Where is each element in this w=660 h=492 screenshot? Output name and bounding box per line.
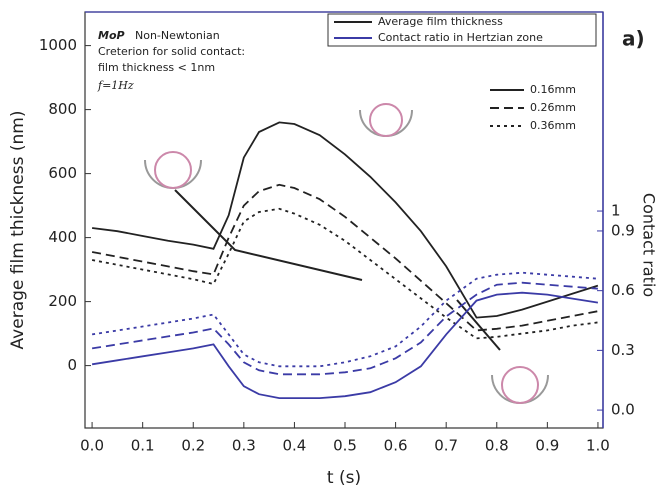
x-tick-label: 1.0 [586, 437, 610, 455]
icon [501, 366, 539, 404]
icon [359, 109, 413, 137]
series-line [91, 183, 599, 332]
y-tick-label: 400 [48, 228, 77, 246]
legend-label: Contact ratio in Hertzian zone [378, 31, 543, 44]
annotation: Non-Newtonian [135, 29, 220, 42]
x-tick-label: 0.6 [384, 437, 408, 455]
y-tick-label: 200 [48, 292, 77, 310]
x-tick-label: 0.0 [80, 437, 104, 455]
x-tick-label: 0.3 [232, 437, 256, 455]
x-tick-label: 0.9 [535, 437, 559, 455]
legend-label: 0.16mm [530, 83, 576, 96]
y2-axis-label: Contact ratio [640, 193, 659, 297]
x-axis-label: t (s) [327, 468, 361, 488]
y2-tick-label: 1 [611, 202, 621, 220]
arrow [456, 299, 501, 351]
legend-label: Average film thickness [378, 15, 503, 28]
series-line [91, 291, 599, 400]
x-tick-label: 0.5 [333, 437, 357, 455]
legend-label: 0.36mm [530, 119, 576, 132]
icon [144, 159, 202, 189]
x-tick-label: 0.8 [485, 437, 509, 455]
series-line [91, 121, 599, 319]
arrow [174, 189, 363, 281]
y-axis-label: Average film thickness (nm) [8, 111, 28, 350]
x-tick-label: 0.2 [181, 437, 205, 455]
series-line [91, 207, 599, 340]
legend-label: 0.26mm [530, 101, 576, 114]
legend-box [327, 13, 597, 47]
x-tick-label: 0.4 [282, 437, 306, 455]
annotation: film thickness < 1nm [98, 61, 215, 74]
series-line [91, 271, 598, 368]
y2-tick-label: 0.3 [611, 341, 635, 359]
y-tick-label: 0 [67, 356, 77, 374]
x-tick-label: 0.1 [131, 437, 155, 455]
y-tick-label: 1000 [39, 36, 77, 54]
icon [369, 103, 403, 137]
y2-tick-label: 0.6 [611, 281, 635, 299]
y2-tick-label: 0.9 [611, 221, 635, 239]
icons [144, 103, 549, 404]
annotation: f=1Hz [97, 79, 134, 92]
y-tick-label: 800 [48, 100, 77, 118]
panel-label: a) [622, 27, 645, 51]
annotation: MoP [98, 29, 125, 42]
icon [154, 151, 192, 189]
plot-frame [84, 11, 604, 429]
y2-tick-label: 0.0 [611, 401, 635, 419]
icon [491, 374, 549, 404]
y-tick-label: 600 [48, 164, 77, 182]
x-tick-label: 0.7 [434, 437, 458, 455]
series-line [91, 281, 598, 376]
annotation: Creterion for solid contact: [98, 45, 245, 58]
